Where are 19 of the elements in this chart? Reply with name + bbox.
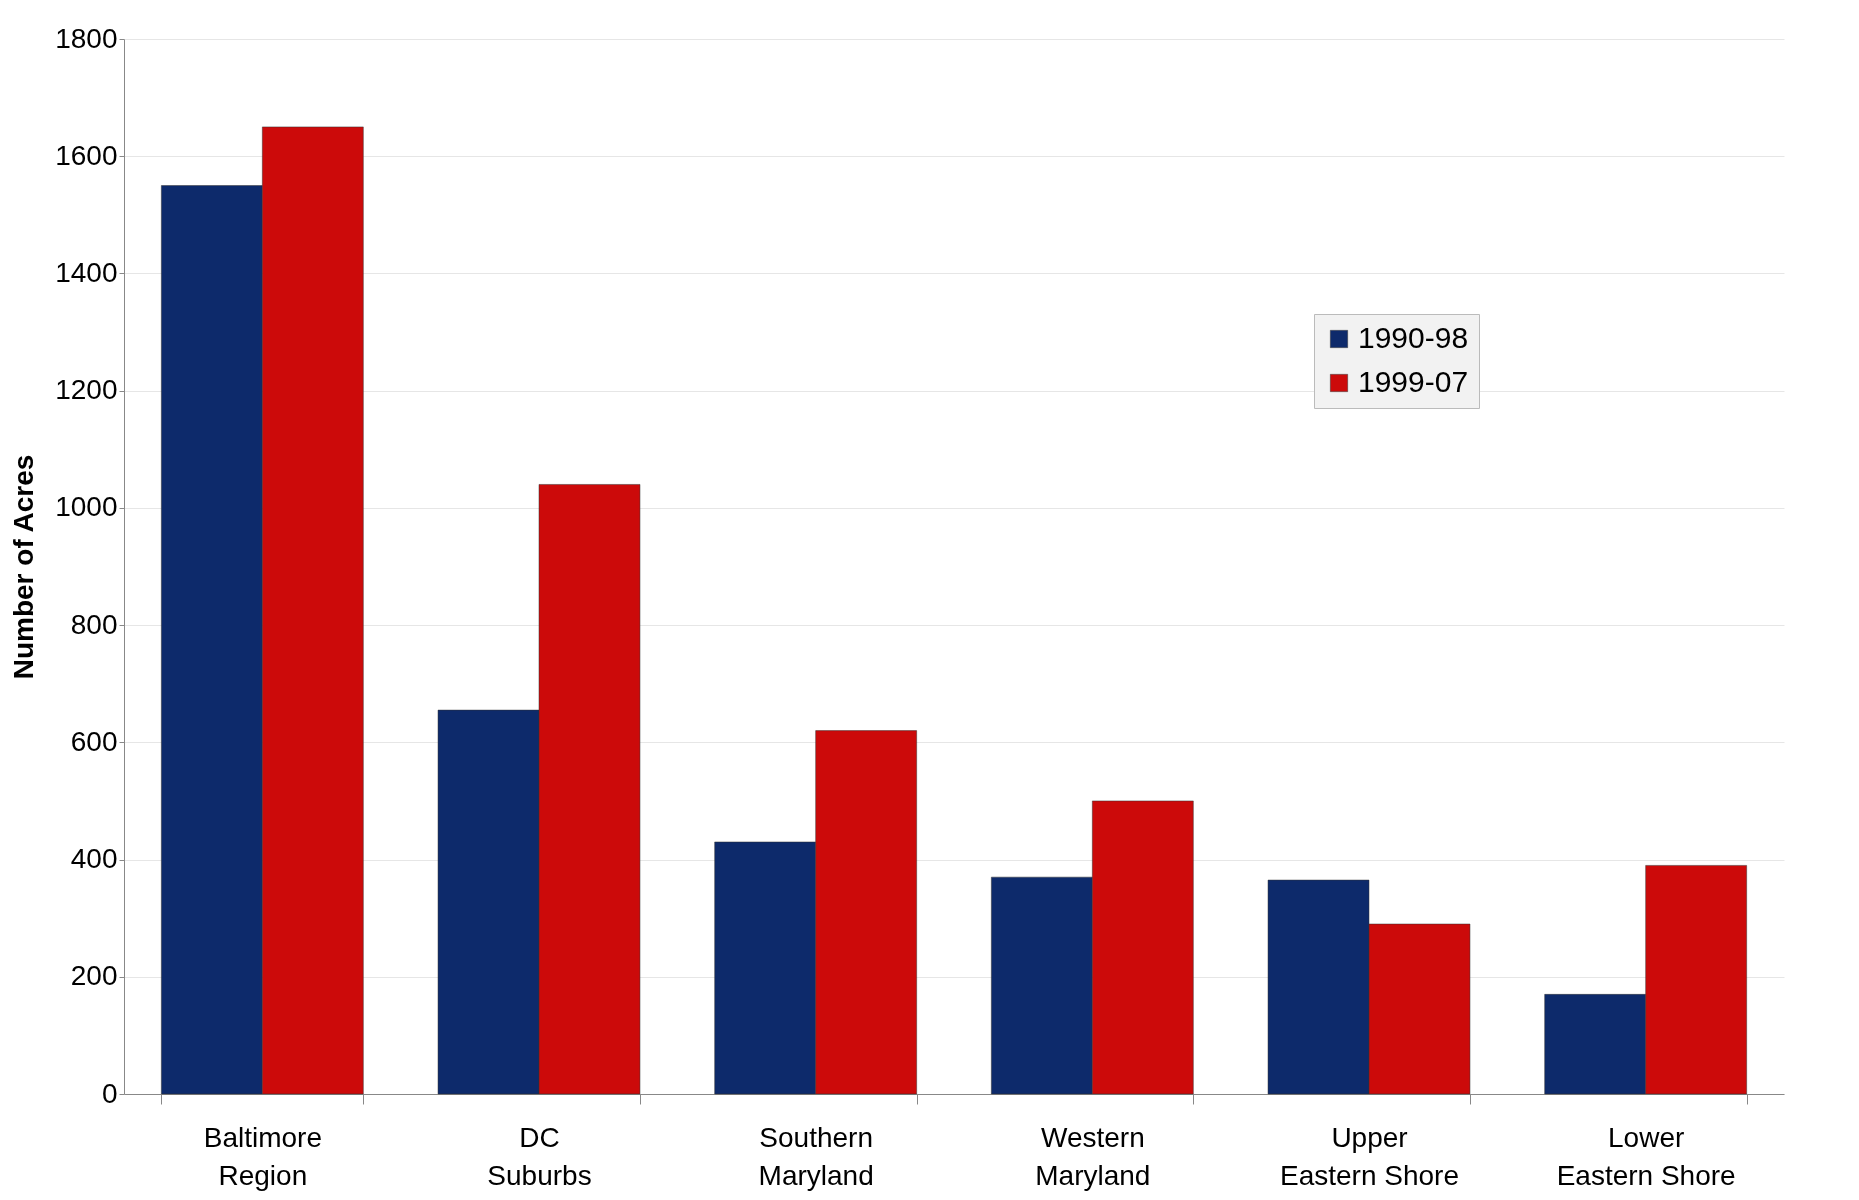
y-tick-label: 1400 <box>55 256 118 288</box>
x-tick-label: Southern Maryland <box>758 1121 874 1191</box>
y-tick-label: 1000 <box>55 491 118 523</box>
x-tick-label: Baltimore Region <box>203 1121 322 1191</box>
y-tick-label: 1200 <box>55 374 118 406</box>
y-tick-label: 200 <box>70 960 118 992</box>
x-tick-label: Upper Eastern Shore <box>1280 1121 1459 1191</box>
y-tick-label: 400 <box>70 843 118 875</box>
y-tick-label: 0 <box>101 1077 118 1109</box>
y-axis-title: Number of Acres <box>8 454 40 680</box>
legend-label: 1990-98 <box>1358 321 1469 354</box>
y-tick-label: 800 <box>70 608 118 640</box>
x-tick-label: Lower Eastern Shore <box>1556 1121 1736 1191</box>
y-tick-label: 1600 <box>55 139 118 171</box>
y-tick-label: 1800 <box>55 22 118 54</box>
x-tick-label: DC Suburbs <box>487 1121 592 1191</box>
x-tick-label: Western Maryland <box>1035 1121 1151 1191</box>
legend-label: 1999-07 <box>1358 365 1469 398</box>
y-tick-label: 600 <box>70 725 118 757</box>
